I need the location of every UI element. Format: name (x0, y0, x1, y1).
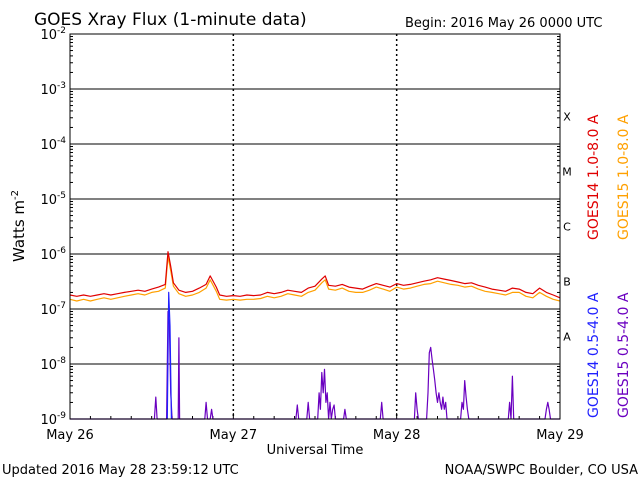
y-axis-label-main: Watts m (10, 200, 28, 262)
y-tick-label: 10-7 (40, 301, 66, 318)
y-tick-label-base: 10 (40, 303, 57, 318)
y-tick-label-exponent: -7 (57, 301, 66, 311)
y-tick-label-exponent: -4 (57, 136, 66, 146)
y-tick-label-base: 10 (40, 248, 57, 263)
grid (70, 34, 560, 419)
x-tick-label: May 27 (210, 428, 258, 443)
series-line (69, 255, 561, 302)
flare-class-label: B (563, 276, 571, 289)
plot-frame (69, 33, 561, 420)
y-tick-label-exponent: -5 (57, 191, 66, 201)
y-tick-label-base: 10 (40, 358, 57, 373)
chart-title: GOES Xray Flux (1-minute data) (34, 10, 307, 30)
updated-timestamp: Updated 2016 May 28 23:59:12 UTC (2, 463, 239, 478)
y-tick-label: 10-8 (40, 356, 66, 373)
y-tick-label-exponent: -6 (57, 246, 66, 256)
legend-entry: GOES15 1.0-8.0 A (616, 114, 632, 240)
y-axis-label: Watts m-2 (10, 190, 28, 262)
flare-class-label: M (562, 166, 572, 179)
x-tick-label: May 29 (536, 428, 584, 443)
series-line (69, 251, 561, 299)
y-tick-label: 10-2 (40, 26, 66, 43)
series-line (166, 291, 172, 420)
flare-class-label: A (563, 331, 571, 344)
y-tick-label-base: 10 (40, 193, 57, 208)
y-tick-label-exponent: -2 (57, 26, 66, 36)
x-axis-label: Universal Time (267, 443, 364, 458)
flare-class-label: C (563, 221, 571, 234)
legend-entry: GOES14 1.0-8.0 A (586, 114, 602, 240)
y-tick-label-exponent: -9 (57, 411, 66, 421)
x-tick-label: May 26 (46, 428, 94, 443)
legend-entry: GOES14 0.5-4.0 A (586, 292, 602, 418)
y-axis-label-superscript: -2 (10, 190, 21, 200)
y-tick-label-base: 10 (40, 28, 57, 43)
legend-entry: GOES15 0.5-4.0 A (616, 292, 632, 418)
begin-time: Begin: 2016 May 26 0000 UTC (405, 16, 602, 31)
y-tick-label: 10-4 (40, 136, 66, 153)
y-tick-label: 10-9 (40, 411, 66, 428)
y-tick-label: 10-6 (40, 246, 66, 263)
plot-area (70, 34, 560, 419)
y-tick-label-base: 10 (40, 83, 57, 98)
y-tick-label-base: 10 (40, 138, 57, 153)
credit-text: NOAA/SWPC Boulder, CO USA (445, 463, 638, 478)
y-tick-label-exponent: -3 (57, 81, 66, 91)
flare-class-labels: X M C B A (562, 111, 572, 344)
y-tick-label-base: 10 (40, 413, 57, 428)
flare-class-label: X (563, 111, 571, 124)
legend: GOES14 1.0-8.0 A GOES15 1.0-8.0 A GOES14 0… (586, 114, 632, 418)
svg-text:Watts m-2: Watts m-2 (10, 190, 28, 262)
y-tick-label: 10-5 (40, 191, 66, 208)
x-tick-label: May 28 (373, 428, 421, 443)
y-tick-label-exponent: -8 (57, 356, 66, 366)
y-tick-label: 10-3 (40, 81, 66, 98)
